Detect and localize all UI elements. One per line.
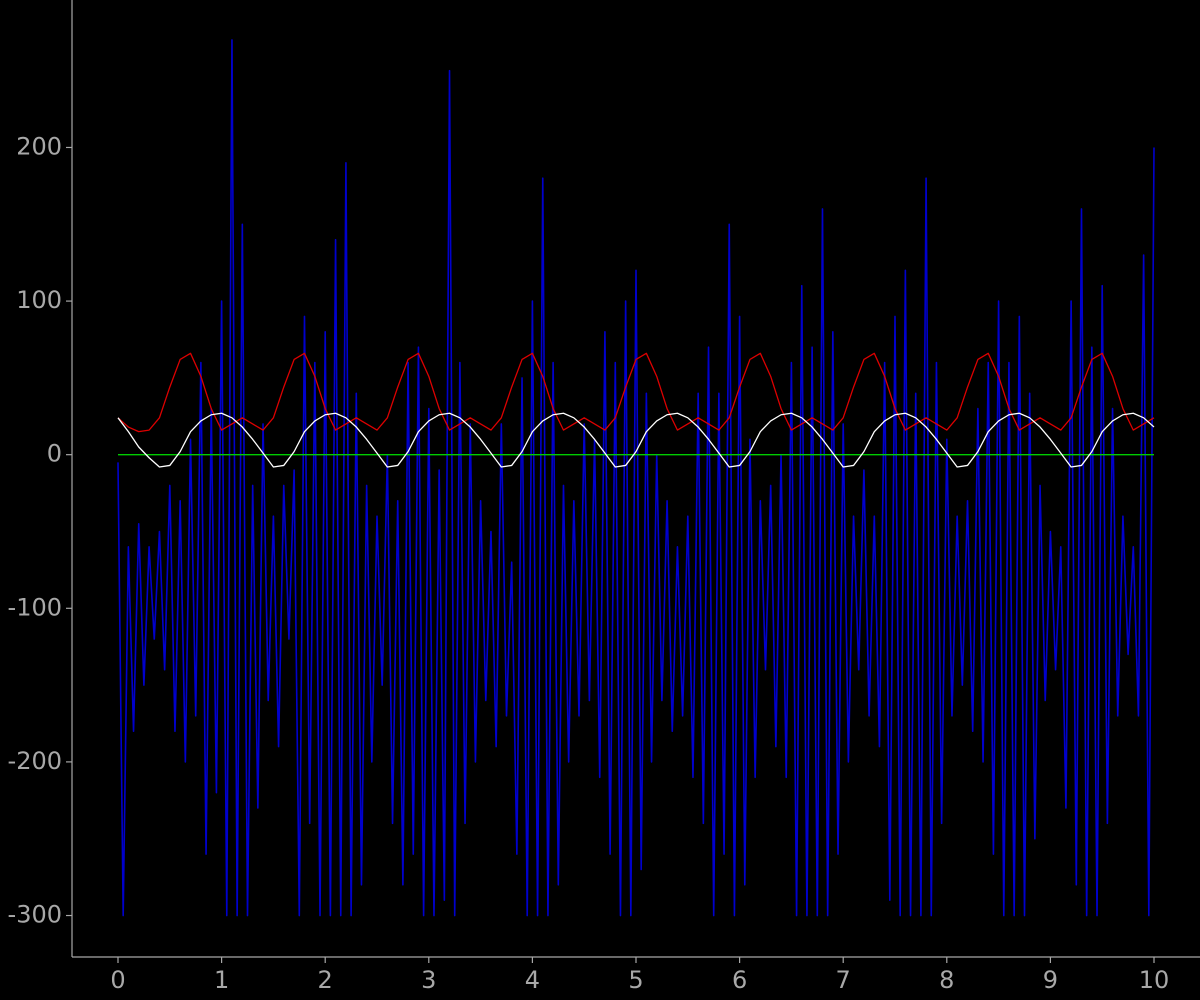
x-tick-label: 3 — [421, 966, 436, 994]
x-tick-label: 8 — [939, 966, 954, 994]
series-line — [117, 352, 1155, 433]
y-tick-label: 0 — [47, 440, 62, 468]
x-tick-label: 10 — [1139, 966, 1170, 994]
x-tick-label: 5 — [628, 966, 643, 994]
x-tick-label: 1 — [214, 966, 229, 994]
x-tick-label: 0 — [110, 966, 125, 994]
x-tick-label: 6 — [732, 966, 747, 994]
plot-area — [117, 39, 1155, 917]
y-tick-label: -200 — [8, 747, 62, 775]
x-tick-label: 4 — [525, 966, 540, 994]
series-line — [117, 39, 1155, 917]
y-tick-label: -100 — [8, 593, 62, 621]
x-tick-label: 2 — [318, 966, 333, 994]
y-tick-label: -300 — [8, 901, 62, 929]
y-tick-label: 200 — [16, 132, 62, 160]
series-line — [117, 412, 1155, 468]
x-tick-label: 7 — [836, 966, 851, 994]
y-tick-label: 100 — [16, 286, 62, 314]
x-tick-label: 9 — [1043, 966, 1058, 994]
